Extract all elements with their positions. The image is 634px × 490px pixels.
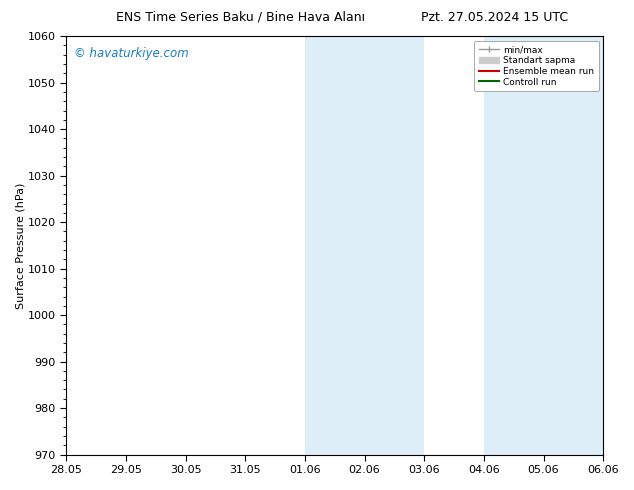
Bar [305, 36, 424, 455]
Text: © havaturkiye.com: © havaturkiye.com [74, 47, 189, 60]
Text: ENS Time Series Baku / Bine Hava Alanı: ENS Time Series Baku / Bine Hava Alanı [117, 11, 365, 24]
Legend: min/max, Standart sapma, Ensemble mean run, Controll run: min/max, Standart sapma, Ensemble mean r… [474, 41, 598, 91]
Text: Pzt. 27.05.2024 15 UTC: Pzt. 27.05.2024 15 UTC [421, 11, 568, 24]
Y-axis label: Surface Pressure (hPa): Surface Pressure (hPa) [15, 182, 25, 309]
Bar [484, 36, 603, 455]
